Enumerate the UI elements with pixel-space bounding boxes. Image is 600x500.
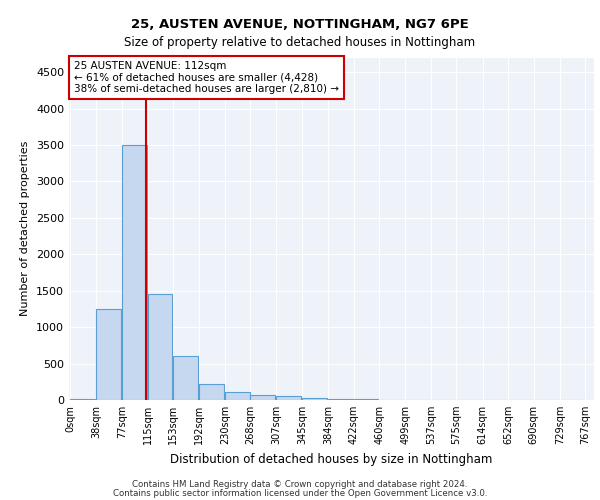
- Bar: [96, 309, 121, 400]
- Bar: [225, 392, 250, 400]
- Bar: [250, 394, 275, 400]
- Text: 25 AUSTEN AVENUE: 112sqm
← 61% of detached houses are smaller (4,428)
38% of sem: 25 AUSTEN AVENUE: 112sqm ← 61% of detach…: [74, 61, 339, 94]
- Text: Size of property relative to detached houses in Nottingham: Size of property relative to detached ho…: [124, 36, 476, 49]
- Bar: [199, 384, 224, 400]
- Bar: [277, 396, 301, 400]
- Bar: [148, 294, 172, 400]
- Bar: [328, 399, 353, 400]
- X-axis label: Distribution of detached houses by size in Nottingham: Distribution of detached houses by size …: [170, 452, 493, 466]
- Bar: [173, 356, 198, 400]
- Text: Contains HM Land Registry data © Crown copyright and database right 2024.: Contains HM Land Registry data © Crown c…: [132, 480, 468, 489]
- Text: Contains public sector information licensed under the Open Government Licence v3: Contains public sector information licen…: [113, 489, 487, 498]
- Bar: [122, 145, 147, 400]
- Text: 25, AUSTEN AVENUE, NOTTINGHAM, NG7 6PE: 25, AUSTEN AVENUE, NOTTINGHAM, NG7 6PE: [131, 18, 469, 30]
- Y-axis label: Number of detached properties: Number of detached properties: [20, 141, 31, 316]
- Bar: [302, 398, 327, 400]
